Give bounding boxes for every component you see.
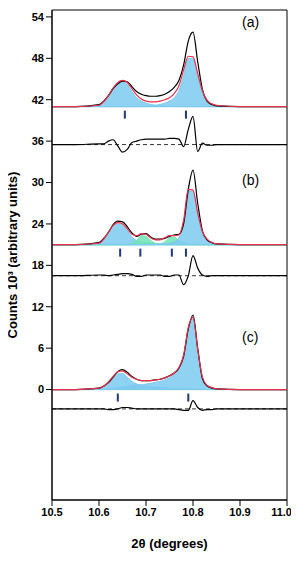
- svg-text:24: 24: [32, 218, 45, 230]
- svg-text:0: 0: [38, 383, 44, 395]
- svg-text:10.5: 10.5: [41, 506, 62, 518]
- html-text:(a): (a): [242, 14, 260, 30]
- svg-text:42: 42: [32, 94, 44, 106]
- svg-text:11.0: 11.0: [271, 506, 291, 518]
- svg-text:30: 30: [32, 176, 44, 188]
- svg-text:48: 48: [32, 52, 44, 64]
- svg-text:54: 54: [32, 11, 45, 23]
- svg-text:10.8: 10.8: [182, 506, 203, 518]
- svg-text:10.6: 10.6: [88, 506, 109, 518]
- svg-text:2θ (degrees): 2θ (degrees): [131, 536, 207, 551]
- svg-text:6: 6: [38, 342, 44, 354]
- html-text:(b): (b): [242, 172, 260, 188]
- svg-text:10.9: 10.9: [229, 506, 250, 518]
- html-text:(c): (c): [242, 329, 259, 345]
- svg-text:Counts 10³ (arbitrary units): Counts 10³ (arbitrary units): [8, 172, 20, 339]
- svg-text:18: 18: [32, 259, 44, 271]
- svg-text:10.7: 10.7: [135, 506, 156, 518]
- svg-text:36: 36: [32, 135, 44, 147]
- svg-text:12: 12: [32, 301, 44, 313]
